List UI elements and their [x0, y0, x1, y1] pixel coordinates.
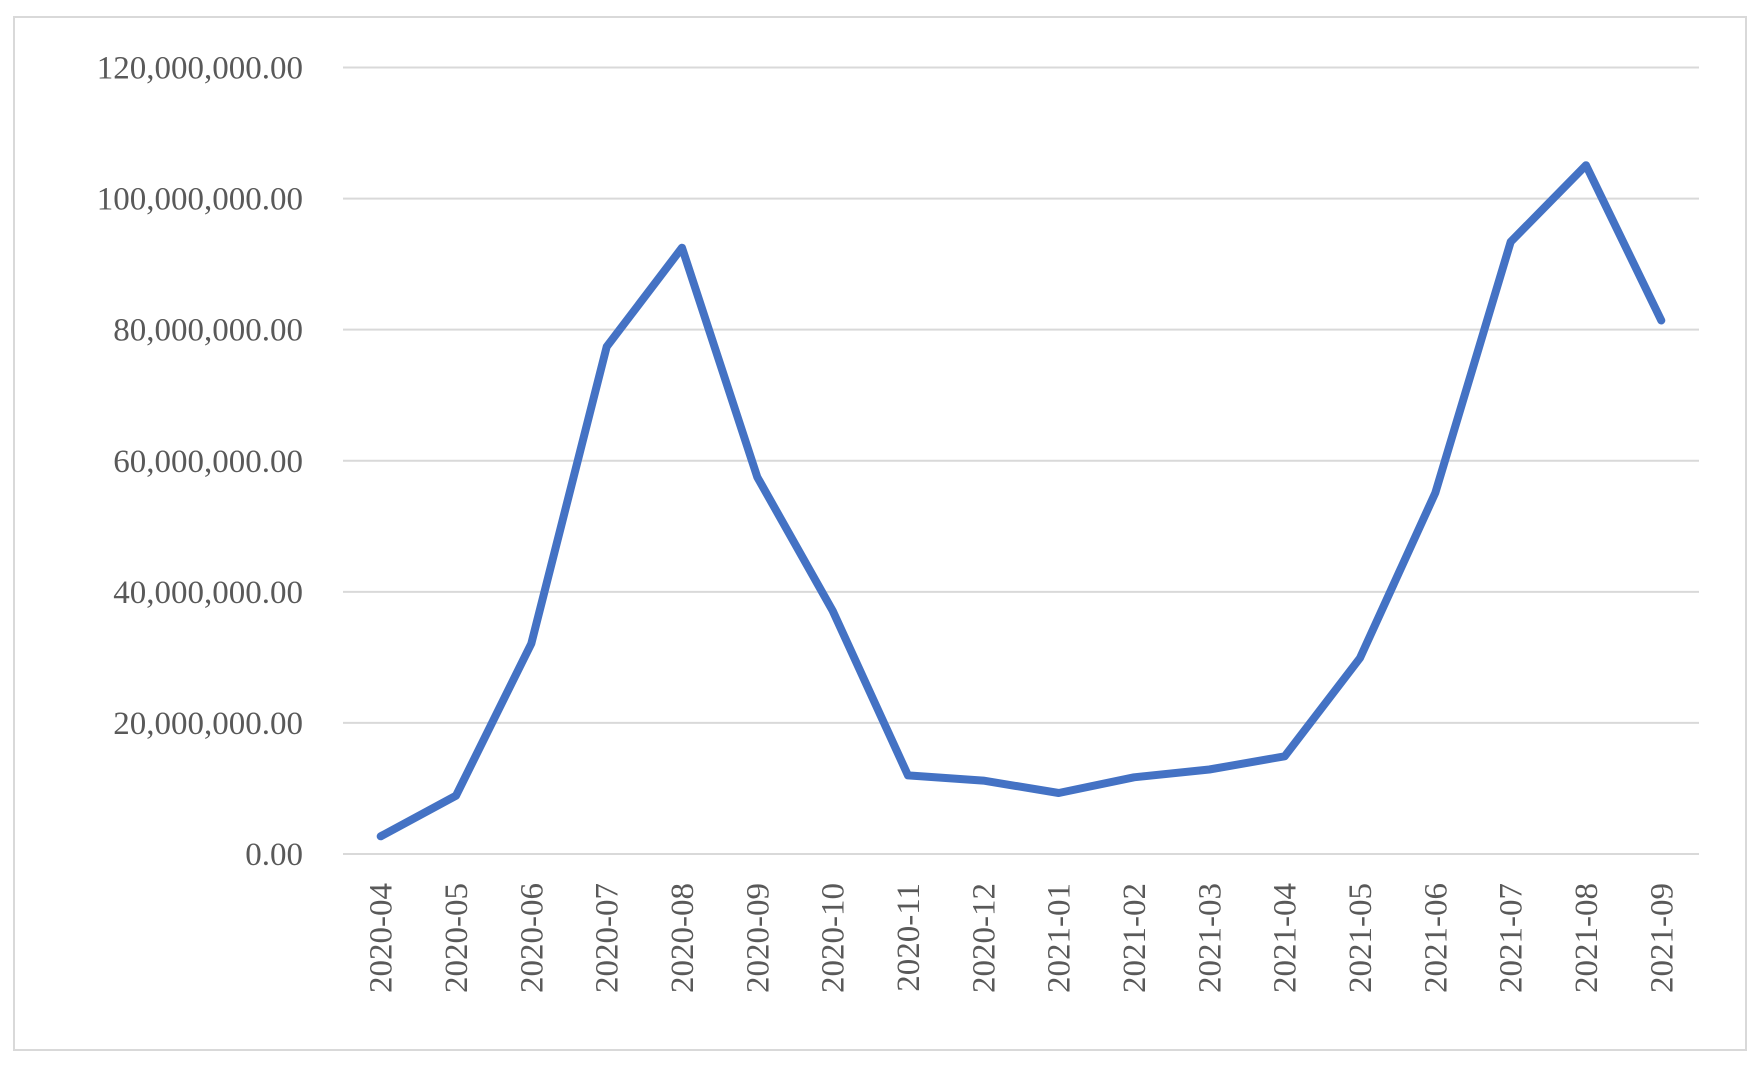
x-tick-label: 2020-06 [514, 883, 550, 993]
x-tick-label: 2021-06 [1418, 883, 1454, 993]
y-tick-label: 100,000,000.00 [97, 182, 303, 218]
y-tick-label: 20,000,000.00 [113, 706, 303, 742]
y-tick-label: 120,000,000.00 [97, 51, 303, 87]
x-tick-label: 2021-07 [1494, 883, 1530, 993]
x-tick-label: 2020-11 [891, 883, 927, 992]
x-tick-label: 2020-07 [590, 883, 626, 993]
y-tick-label: 60,000,000.00 [113, 444, 303, 480]
chart-border [13, 16, 1747, 1051]
x-tick-label: 2020-05 [439, 883, 475, 993]
x-tick-label: 2021-08 [1569, 883, 1605, 993]
x-tick-label: 2021-09 [1644, 883, 1680, 993]
y-tick-label: 0.00 [245, 837, 303, 873]
x-tick-label: 2021-01 [1042, 883, 1078, 993]
x-tick-label: 2020-09 [740, 883, 776, 993]
data-line [376, 161, 1666, 841]
x-tick-label: 2021-03 [1192, 883, 1228, 993]
x-tick-label: 2020-10 [816, 883, 852, 993]
x-tick-label: 2020-04 [364, 883, 400, 993]
x-tick-label: 2021-04 [1268, 883, 1304, 993]
y-tick-label: 80,000,000.00 [113, 313, 303, 349]
y-tick-label: 40,000,000.00 [113, 575, 303, 611]
x-tick-label: 2020-08 [665, 883, 701, 993]
x-tick-label: 2020-12 [966, 883, 1002, 993]
x-tick-label: 2021-05 [1343, 883, 1379, 993]
x-tick-label: 2021-02 [1117, 883, 1153, 993]
